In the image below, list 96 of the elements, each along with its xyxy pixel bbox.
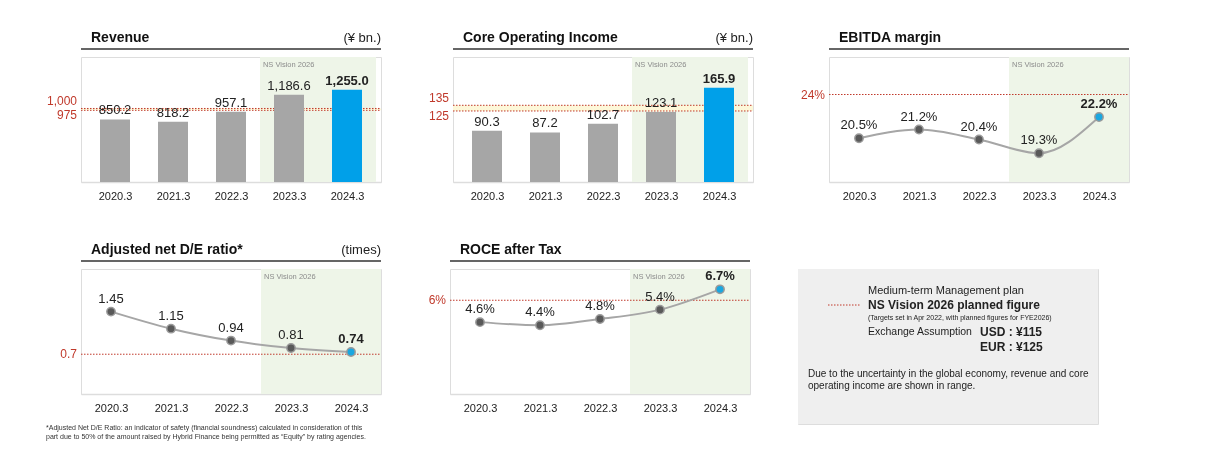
point	[1094, 112, 1104, 122]
bar	[158, 121, 188, 182]
point	[655, 304, 665, 315]
chart-title: Core Operating Income	[463, 29, 619, 45]
data-label: 5.4%	[645, 288, 676, 304]
x-tick-label: 2023.3	[274, 401, 309, 414]
x-tick-label: 2022.3	[214, 189, 249, 202]
point	[854, 133, 864, 144]
bar	[472, 130, 502, 182]
y-axis-title: (¥ bn.)	[343, 30, 381, 45]
x-tick-label: 2020.3	[842, 189, 877, 202]
point	[715, 284, 725, 295]
data-label: 90.3	[474, 113, 500, 129]
x-tick-label: 2024.3	[334, 401, 369, 414]
x-tick-label: 2024.3	[1082, 189, 1117, 202]
text: NS Vision 2026 planned figure	[868, 298, 1041, 312]
x-tick-label: 2022.3	[214, 401, 249, 414]
x-tick-label: 2023.3	[644, 189, 679, 202]
bar	[216, 111, 246, 182]
text: USD : ¥115	[980, 325, 1043, 339]
data-label: 20.5%	[840, 117, 878, 133]
x-tick-label: 2023.3	[643, 401, 678, 414]
point	[595, 314, 605, 324]
data-label: 20.4%	[960, 118, 998, 134]
point	[914, 124, 924, 135]
ref-line-label: 135	[428, 91, 450, 106]
x-tick-label: 2021.3	[523, 401, 558, 414]
data-label: 21.2%	[900, 108, 938, 124]
x-tick-label: 2021.3	[528, 189, 563, 202]
x-tick-label: 2021.3	[902, 189, 937, 202]
chart-title: EBITDA margin	[839, 29, 942, 45]
x-tick-label: 2024.3	[702, 189, 737, 202]
text: EUR : ¥125	[980, 340, 1044, 354]
data-label: 0.94	[218, 319, 244, 335]
bar	[646, 112, 676, 182]
bar	[704, 87, 734, 182]
text: Medium-term Management plan	[868, 284, 1024, 296]
data-label: 1,186.6	[267, 77, 311, 93]
point	[106, 306, 116, 317]
x-tick-label: 2020.3	[94, 401, 129, 414]
ref-line-label: 125	[428, 108, 450, 123]
data-label: 0.81	[278, 326, 304, 342]
x-tick-label: 2023.3	[272, 189, 307, 202]
ref-line-label: 24%	[800, 87, 826, 102]
point	[535, 320, 545, 331]
x-tick-label: 2024.3	[703, 401, 738, 414]
data-label: 6.7%	[705, 268, 736, 284]
point	[974, 134, 984, 145]
bar	[274, 94, 304, 182]
data-label: 19.3%	[1020, 132, 1058, 148]
point	[226, 335, 236, 346]
x-tick-label: 2022.3	[962, 189, 997, 202]
chart-title: Adjusted net D/E ratio*	[91, 241, 244, 257]
data-label: 87.2	[532, 115, 558, 131]
point	[346, 347, 356, 357]
bar	[530, 132, 560, 182]
x-tick-label: 2024.3	[330, 189, 365, 202]
text: Exchange Assumption	[868, 325, 973, 337]
data-label: 1.45	[98, 290, 124, 306]
x-tick-label: 2022.3	[583, 401, 618, 414]
point	[1034, 148, 1044, 159]
data-label: 22.2%	[1080, 96, 1118, 111]
x-tick-label: 2020.3	[98, 189, 133, 202]
data-label: 165.9	[702, 70, 736, 86]
data-label: 4.6%	[465, 301, 496, 317]
y-axis-title: (times)	[341, 242, 381, 257]
x-tick-label: 2020.3	[463, 401, 498, 414]
point	[166, 323, 176, 334]
data-label: 1,255.0	[325, 72, 369, 88]
bar	[332, 89, 362, 182]
data-label: 123.1	[644, 95, 678, 111]
ref-line-label: 1,000	[46, 94, 78, 109]
chart-title: Revenue	[91, 29, 150, 45]
data-label: 1.15	[158, 307, 184, 323]
ref-line-label: 0.7	[60, 347, 78, 362]
data-label: 818.2	[156, 104, 190, 120]
data-label: 102.7	[586, 106, 620, 122]
data-label: 850.2	[98, 102, 132, 118]
data-label: 4.4%	[525, 304, 556, 320]
x-tick-label: 2022.3	[586, 189, 621, 202]
data-label: 957.1	[214, 94, 248, 110]
ref-line-label: 6%	[428, 293, 447, 308]
bar	[588, 123, 618, 182]
y-axis-title: (¥ bn.)	[715, 30, 753, 45]
point	[286, 343, 296, 353]
x-tick-label: 2020.3	[470, 189, 505, 202]
x-tick-label: 2021.3	[156, 189, 191, 202]
data-label: 0.74	[338, 330, 365, 346]
data-label: 4.8%	[585, 298, 616, 313]
chart-title: ROCE after Tax	[460, 241, 562, 257]
bar	[100, 119, 130, 182]
text: Due to the uncertainty in the global economy, revenue and core operating income are shown in range.	[808, 368, 1089, 391]
x-tick-label: 2021.3	[154, 401, 189, 414]
point	[475, 317, 485, 328]
x-tick-label: 2023.3	[1022, 189, 1057, 202]
ref-line-label: 975	[56, 108, 78, 123]
